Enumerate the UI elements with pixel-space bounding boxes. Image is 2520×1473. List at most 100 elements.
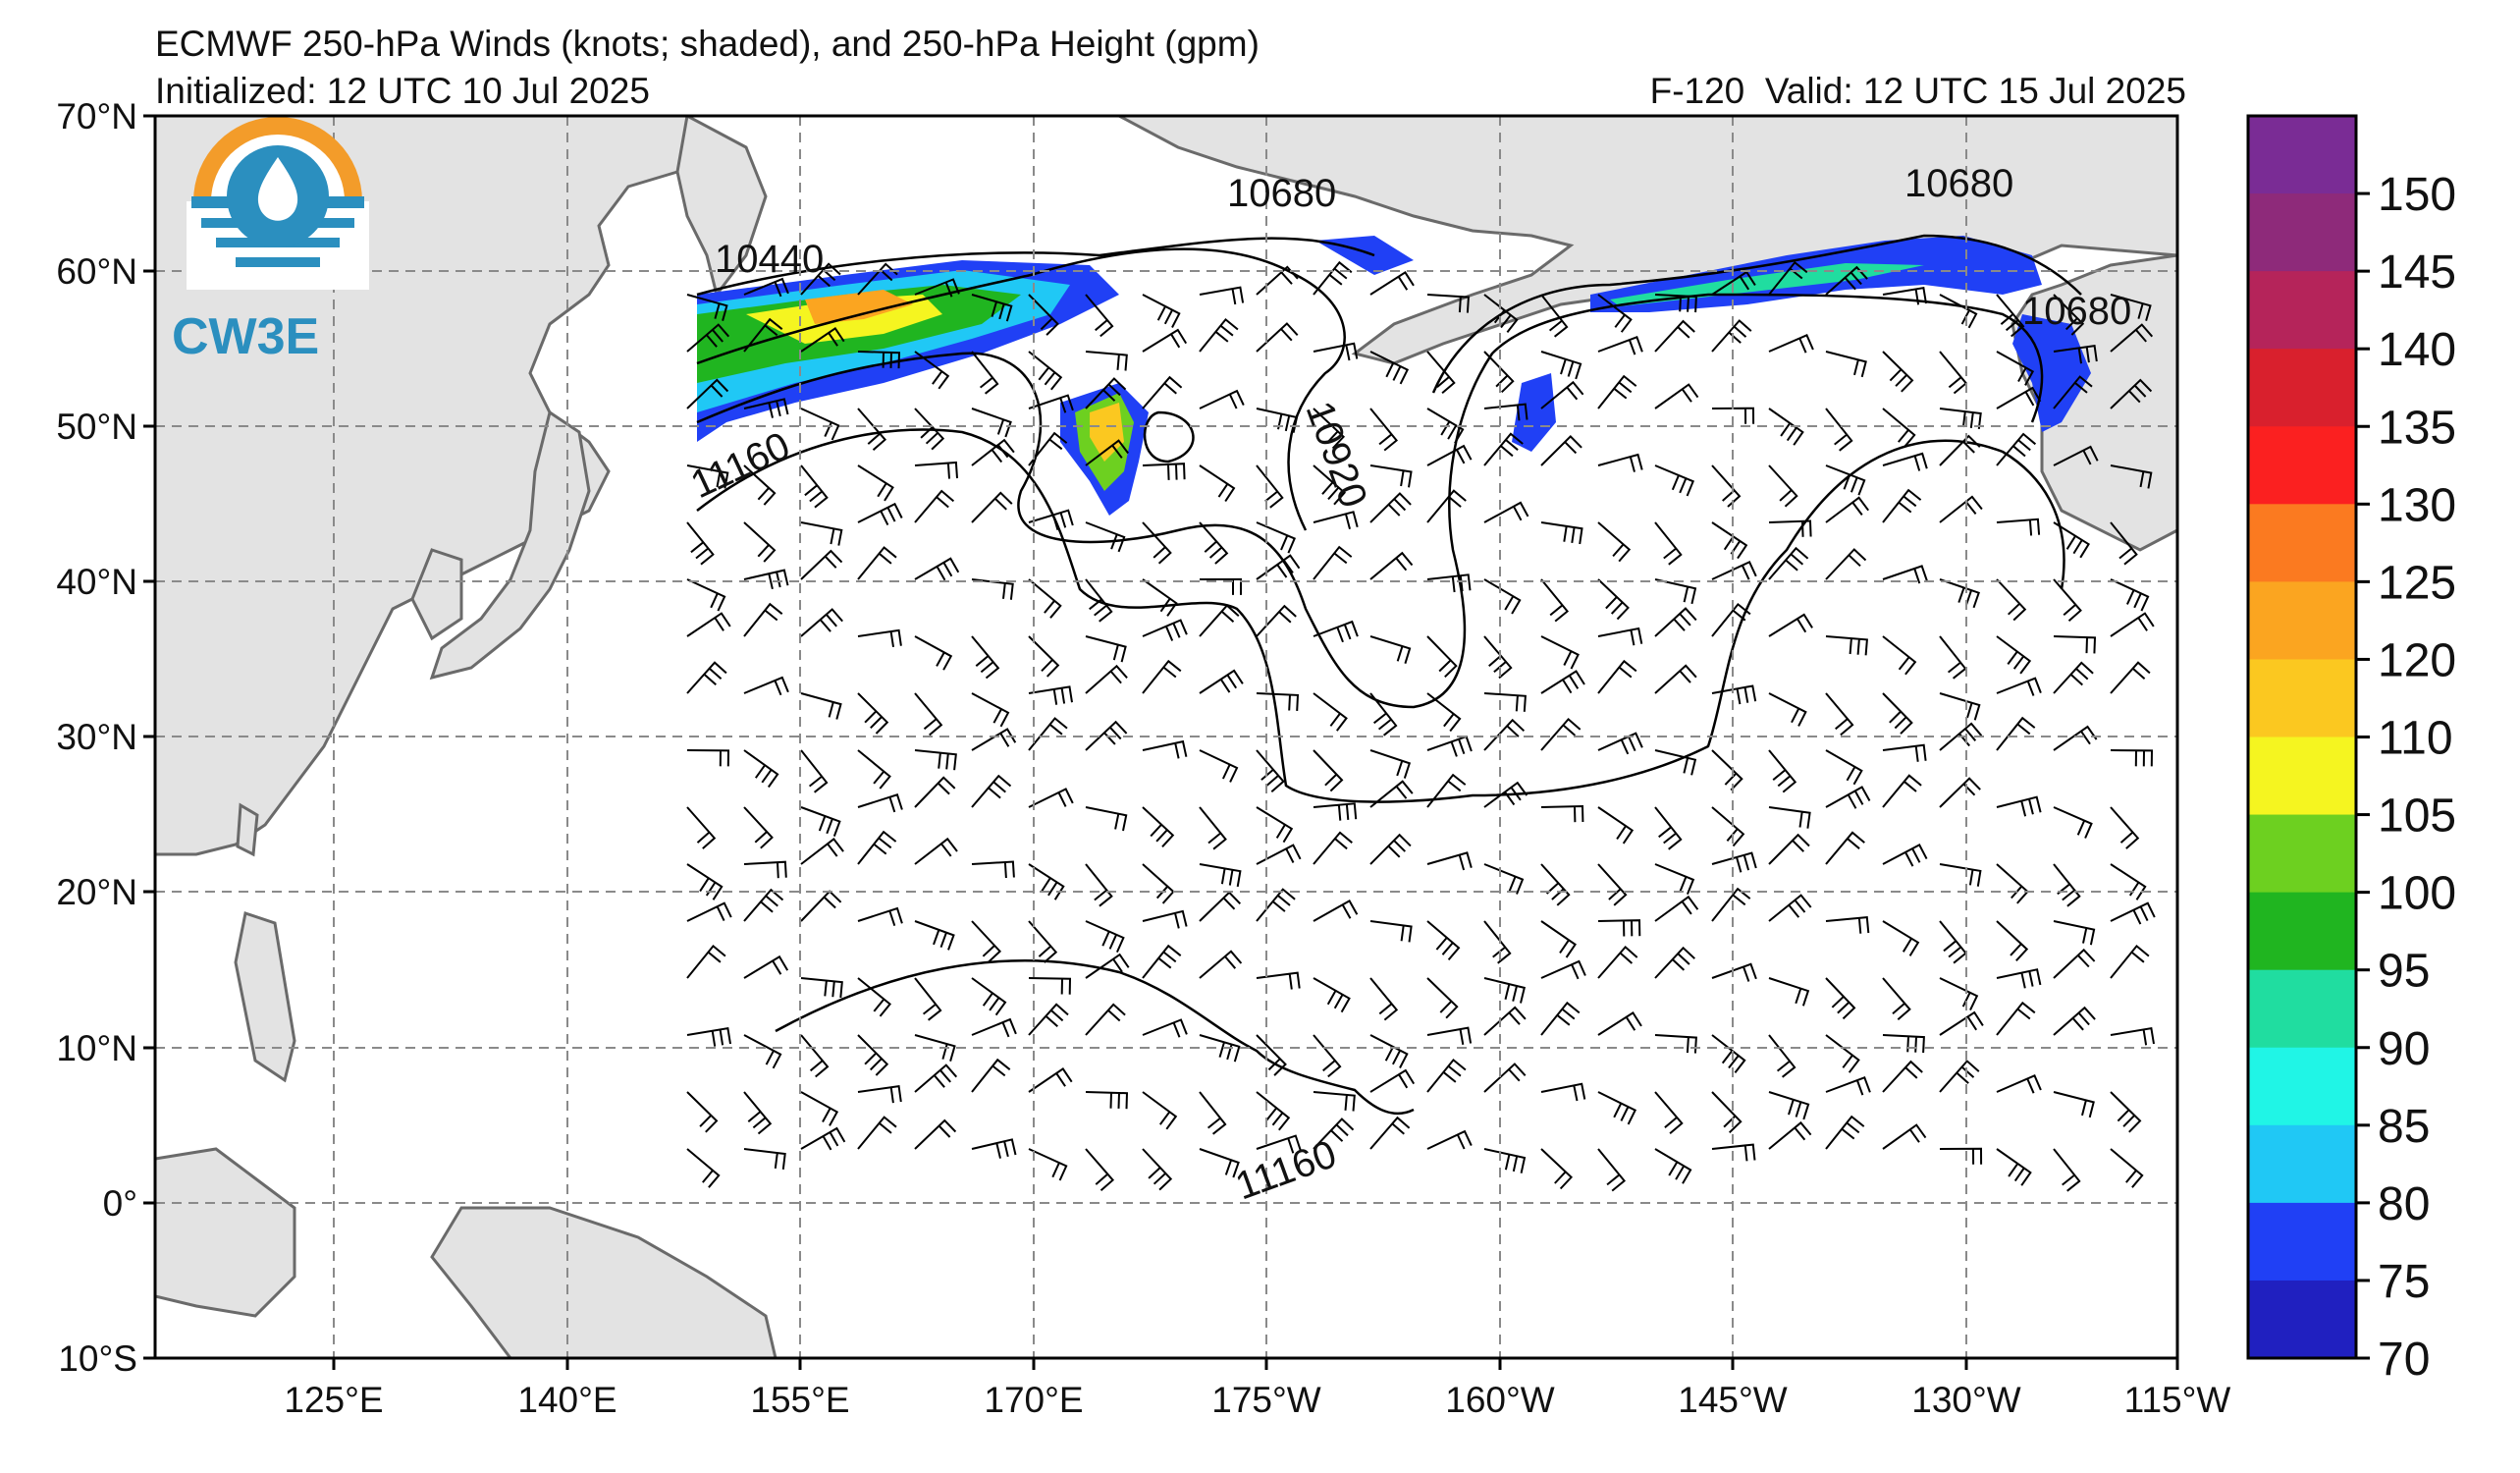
wind-barb (1825, 408, 1853, 452)
colorbar-swatch (2248, 581, 2356, 660)
wind-barb (686, 464, 729, 489)
wind-barb (971, 351, 999, 395)
wind-barb (743, 1034, 782, 1069)
wind-barb (1996, 716, 2036, 751)
wind-barb (857, 977, 892, 1017)
wind-barb (1825, 831, 1865, 865)
wind-barb (686, 806, 717, 849)
wind-barb (1199, 863, 1242, 888)
wind-barb (800, 977, 843, 999)
colorbar-tick-label: 120 (2378, 634, 2456, 686)
colorbar-swatch (2248, 736, 2356, 816)
wind-barb (1711, 560, 1757, 580)
wind-barb (1597, 336, 1643, 355)
wind-barb (1313, 900, 1359, 922)
colorbar-tick-label: 95 (2378, 946, 2430, 998)
wind-barb (1426, 444, 1473, 466)
wind-barb (1540, 804, 1584, 823)
wind-barb (1540, 434, 1582, 466)
wind-barb (1085, 351, 1128, 371)
wind-barb (971, 491, 1013, 523)
wind-barb (686, 323, 730, 353)
wind-barb (1540, 521, 1583, 545)
wind-barb (686, 749, 730, 767)
colorbar-tick-label: 100 (2378, 868, 2456, 920)
wind-barb (800, 608, 843, 637)
wind-barb (1996, 968, 2042, 989)
wind-barb (2110, 1091, 2142, 1133)
wind-barb (1939, 1060, 1980, 1093)
wind-barb (1028, 977, 1072, 995)
wind-barb (1369, 551, 1414, 580)
wind-barb (1369, 780, 1414, 808)
wind-barb (1654, 319, 1695, 353)
wind-barb (686, 944, 726, 979)
colorbar-swatch (2248, 1047, 2356, 1126)
wind-barb (1028, 1067, 1073, 1093)
map-title: ECMWF 250-hPa Winds (knots; shaded), and… (155, 24, 1260, 64)
wind-barb (2110, 612, 2155, 637)
wind-barb (1199, 521, 1229, 565)
wind-barb (1142, 619, 1188, 641)
wind-barb (1426, 1026, 1473, 1045)
wind-barb (1085, 806, 1128, 832)
wind-barb (1028, 685, 1073, 705)
wind-barb (1540, 635, 1580, 670)
contour-10680-west (696, 247, 1346, 531)
wind-barb (1483, 1148, 1527, 1173)
wind-barb (914, 278, 960, 298)
wind-barb (1483, 920, 1512, 964)
wind-barb (857, 830, 897, 865)
wind-barb (1483, 863, 1525, 895)
wind-barb (1597, 627, 1643, 646)
wind-barb (1313, 749, 1344, 792)
wind-barb (1426, 920, 1461, 961)
wind-barb (1597, 806, 1635, 845)
wind-barb (971, 860, 1015, 879)
wind-barb (1142, 463, 1186, 480)
valid-time: F-120 Valid: 12 UTC 15 Jul 2025 (1649, 71, 2186, 111)
colorbar-swatch (2248, 116, 2356, 194)
wind-barb (1085, 635, 1127, 663)
wind-barb (800, 837, 844, 865)
wind-barb (1028, 863, 1065, 900)
wind-barb (914, 977, 942, 1021)
wind-barb (1882, 452, 1928, 471)
wind-barb (971, 408, 1012, 438)
colorbar-tick-label: 140 (2378, 324, 2456, 376)
wind-barb (1313, 692, 1348, 732)
wind-barb (686, 1027, 731, 1047)
wind-barb (914, 461, 958, 479)
wind-barb (1597, 578, 1630, 621)
wind-barb (1142, 944, 1182, 979)
wind-barb (1085, 521, 1126, 553)
wind-barb (857, 1034, 889, 1076)
colorbar-swatch (2248, 193, 2356, 272)
wind-barb (1483, 1006, 1527, 1036)
wind-barb (1882, 920, 1920, 956)
wind-barb (1825, 1076, 1871, 1096)
wind-barb (2110, 661, 2151, 694)
lon-label: 145°W (1678, 1380, 1788, 1420)
lon-label: 175°W (1211, 1380, 1321, 1420)
wind-barb (2110, 578, 2150, 612)
contour-label: 10680 (1227, 172, 1336, 215)
wind-barb (686, 901, 732, 922)
wind-barb (1825, 635, 1868, 656)
wind-barb (1313, 1091, 1356, 1112)
wind-barb (1313, 511, 1359, 530)
wind-barb (1597, 521, 1632, 563)
wind-barb (1199, 286, 1245, 305)
wind-barb (1597, 294, 1633, 333)
wind-barb (1768, 806, 1811, 829)
wind-barb (743, 277, 789, 298)
wind-barb (971, 1138, 1017, 1159)
wind-barb (1882, 1123, 1927, 1150)
wind-barb (743, 602, 783, 637)
wind-barb (857, 793, 903, 813)
wind-barb (857, 502, 903, 526)
wind-barb (2110, 521, 2138, 566)
wind-barb (1426, 351, 1456, 395)
wind-barb (971, 977, 1007, 1016)
wind-barb (1540, 351, 1582, 380)
